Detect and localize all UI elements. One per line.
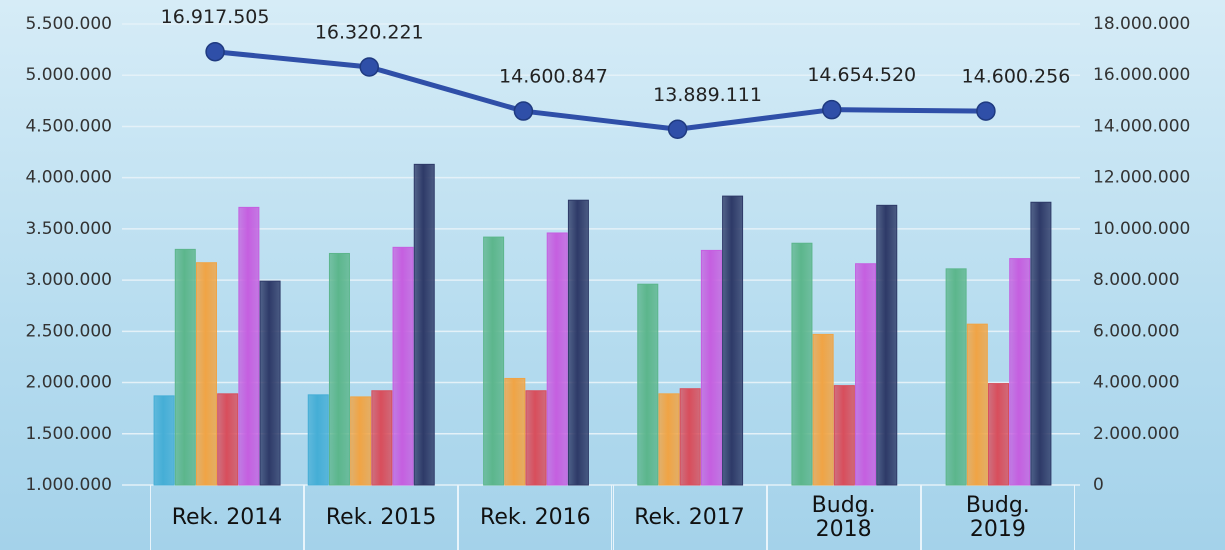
y-tick-label: 3.500.000 — [25, 219, 112, 239]
y-tick-label: 3.000.000 — [25, 270, 112, 290]
x-tick-label: Budg. 2019 — [965, 492, 1030, 542]
bar — [350, 396, 372, 486]
bar — [679, 388, 701, 486]
bar — [658, 393, 680, 486]
bar — [392, 246, 414, 486]
x-tick-label: Budg. 2018 — [811, 492, 876, 542]
bar — [833, 385, 855, 486]
data-label: 16.320.221 — [315, 22, 424, 44]
data-label: 14.654.520 — [807, 64, 916, 86]
y2-tick-label: 6.000.000 — [1093, 321, 1180, 341]
bar — [876, 204, 898, 486]
bar — [812, 333, 834, 486]
y2-tick-label: 16.000.000 — [1093, 65, 1190, 85]
y-tick-label: 5.500.000 — [25, 14, 112, 34]
bar — [988, 383, 1010, 486]
bar — [195, 262, 217, 486]
y-tick-label: 1.500.000 — [25, 424, 112, 444]
line-marker — [205, 41, 225, 62]
bar — [525, 390, 547, 486]
bar — [504, 377, 526, 486]
y-tick-label: 2.500.000 — [25, 321, 112, 341]
y2-tick-label: 14.000.000 — [1093, 116, 1190, 136]
data-label: 14.600.256 — [962, 66, 1071, 88]
bar — [483, 236, 505, 486]
bar — [259, 280, 281, 486]
line-marker — [359, 57, 379, 77]
y-tick-label: 4.500.000 — [25, 116, 112, 136]
bar — [700, 249, 722, 486]
bar — [413, 163, 435, 486]
bar — [174, 248, 196, 486]
line-marker — [822, 99, 842, 120]
y2-tick-label: 4.000.000 — [1093, 373, 1180, 393]
y2-tick-label: 10.000.000 — [1093, 219, 1190, 239]
bar — [153, 395, 175, 486]
y2-tick-label: 0 — [1093, 475, 1104, 495]
line-marker — [667, 119, 688, 140]
bar — [307, 394, 329, 486]
bar — [791, 242, 813, 486]
y2-tick-label: 18.000.000 — [1093, 14, 1190, 34]
bar — [855, 263, 877, 486]
category-cell: Budg. 2018 — [766, 485, 921, 550]
category-cell: Rek. 2014 — [150, 485, 304, 550]
line — [214, 49, 986, 132]
bar — [546, 232, 568, 486]
x-tick-label: Rek. 2017 — [634, 504, 745, 530]
line-marker — [976, 101, 996, 121]
y2-tick-label: 12.000.000 — [1093, 168, 1190, 188]
category-cell: Rek. 2016 — [458, 485, 613, 550]
category-cell: Rek. 2015 — [304, 485, 459, 550]
x-tick-label: Rek. 2014 — [171, 504, 283, 530]
y-tick-label: 2.000.000 — [25, 373, 112, 393]
data-label: 13.889.111 — [653, 84, 762, 106]
y-tick-label: 4.000.000 — [25, 168, 112, 188]
line-marker — [513, 101, 534, 121]
bar — [966, 323, 988, 486]
data-label: 16.917.505 — [161, 6, 270, 28]
bar — [1009, 258, 1031, 486]
category-cell: Rek. 2017 — [612, 485, 767, 550]
y2-tick-label: 8.000.000 — [1093, 270, 1180, 290]
y-tick-label: 5.000.000 — [25, 65, 112, 85]
y-tick-label: 1.000.000 — [25, 475, 112, 495]
bar — [637, 283, 659, 486]
bar — [238, 206, 260, 486]
x-tick-label: Rek. 2015 — [325, 504, 437, 530]
bar — [567, 199, 589, 486]
bar — [217, 393, 239, 486]
bar — [945, 268, 967, 486]
bar — [371, 390, 393, 486]
data-label: 14.600.847 — [499, 66, 608, 88]
y2-tick-label: 2.000.000 — [1093, 424, 1180, 444]
bar — [1030, 201, 1052, 486]
x-tick-label: Rek. 2016 — [480, 504, 591, 530]
bar — [328, 252, 350, 486]
bar — [722, 195, 744, 486]
category-cell: Budg. 2019 — [920, 485, 1075, 550]
